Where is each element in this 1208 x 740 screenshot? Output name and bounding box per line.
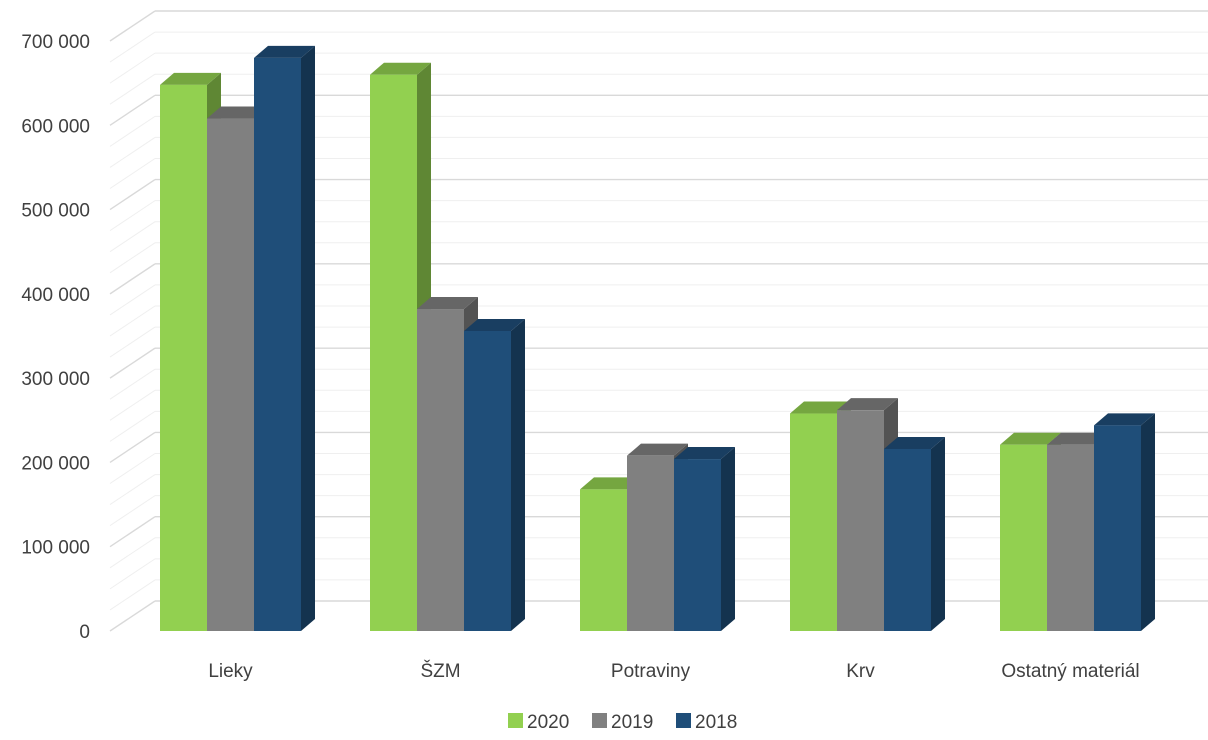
minor-gridline-side bbox=[109, 537, 156, 569]
x-category-label: ŠZM bbox=[420, 660, 460, 682]
y-tick-label: 100 000 bbox=[21, 538, 90, 559]
legend-label: 2019 bbox=[611, 712, 653, 733]
bars bbox=[160, 45, 1155, 632]
minor-gridline-side bbox=[109, 242, 156, 274]
y-axis-ticks: 0 100 000 200 000 300 000 400 000 500 000 600 … bbox=[21, 32, 90, 643]
legend-swatch bbox=[508, 713, 523, 728]
minor-gridline-side bbox=[109, 305, 156, 337]
x-category-label: Lieky bbox=[208, 661, 253, 682]
minor-gridline-side bbox=[109, 73, 156, 105]
y-tick-label: 500 000 bbox=[21, 201, 90, 222]
major-gridline-side bbox=[109, 263, 156, 295]
minor-gridline-side bbox=[109, 495, 156, 527]
minor-gridline-side bbox=[109, 158, 156, 189]
minor-gridline-side bbox=[109, 558, 156, 590]
minor-gridline-side bbox=[109, 368, 156, 400]
major-gridline-side bbox=[109, 600, 156, 632]
legend-label: 2018 bbox=[695, 712, 737, 733]
major-gridline-side bbox=[109, 347, 156, 379]
y-tick-label: 0 bbox=[79, 622, 90, 643]
x-category-label: Ostatný materiál bbox=[1001, 661, 1139, 682]
minor-gridline-side bbox=[109, 453, 156, 484]
x-category-label: Potraviny bbox=[611, 661, 691, 682]
major-gridline-side bbox=[109, 431, 156, 464]
major-gridline-side bbox=[109, 94, 156, 126]
minor-gridline-side bbox=[109, 200, 156, 232]
major-gridline-side bbox=[109, 10, 156, 42]
minor-gridline-side bbox=[109, 137, 156, 168]
y-tick-label: 700 000 bbox=[21, 32, 90, 53]
minor-gridline-side bbox=[109, 221, 156, 253]
bar-2018-4 bbox=[1094, 413, 1155, 631]
minor-gridline-side bbox=[109, 389, 156, 421]
y-tick-label: 300 000 bbox=[21, 369, 90, 390]
minor-gridline-side bbox=[109, 115, 156, 147]
major-gridline-side bbox=[109, 178, 156, 211]
major-gridline-side bbox=[109, 516, 156, 548]
minor-gridline-side bbox=[109, 326, 156, 358]
y-tick-label: 400 000 bbox=[21, 285, 90, 306]
minor-gridline-side bbox=[109, 410, 156, 442]
legend-swatch bbox=[592, 713, 607, 728]
minor-gridline-side bbox=[109, 31, 156, 63]
minor-gridline-side bbox=[109, 474, 156, 505]
bar-2018-3 bbox=[884, 436, 945, 631]
bar-2018-1 bbox=[464, 318, 525, 631]
y-tick-label: 600 000 bbox=[21, 116, 90, 137]
x-axis-categories: Lieky ŠZM Potraviny Krv Ostatný materiál bbox=[208, 660, 1139, 682]
legend-swatch bbox=[676, 713, 691, 728]
minor-gridline-side bbox=[109, 284, 156, 316]
minor-gridline-side bbox=[109, 579, 156, 611]
x-category-label: Krv bbox=[846, 661, 875, 682]
minor-gridline-side bbox=[109, 52, 156, 84]
legend-label: 2020 bbox=[527, 712, 569, 733]
legend: 2020 2019 2018 bbox=[508, 712, 737, 733]
bar-2018-2 bbox=[674, 447, 735, 631]
bar-2018-0 bbox=[254, 45, 315, 632]
y-tick-label: 200 000 bbox=[21, 453, 90, 474]
